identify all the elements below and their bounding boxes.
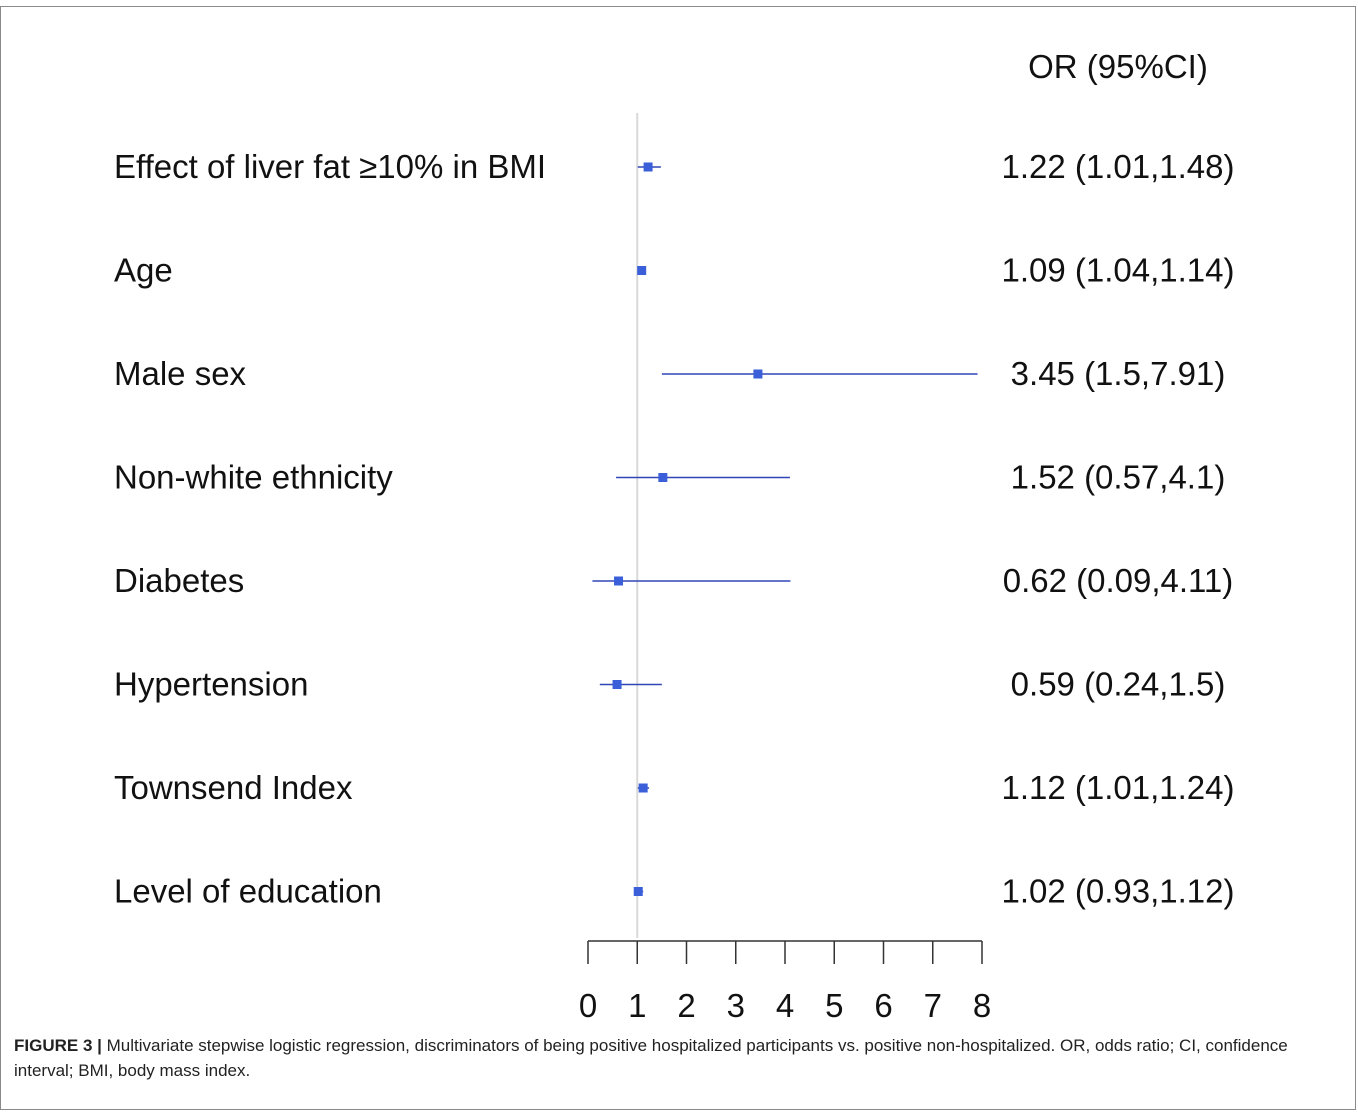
or-marker [637, 266, 647, 275]
x-tick-label: 6 [874, 987, 892, 1024]
figure-caption: FIGURE 3 | Multivariate stepwise logisti… [14, 1033, 1334, 1083]
figure-label: FIGURE 3 | [14, 1036, 102, 1055]
or-column-header: OR (95%CI) [1028, 48, 1208, 85]
forest-plot: OR (95%CI) Effect of liver fat ≥10% in B… [114, 48, 1235, 1024]
x-tick-label: 1 [628, 987, 646, 1024]
or-marker [658, 473, 668, 482]
row-label: Townsend Index [114, 769, 353, 806]
x-tick-label: 0 [579, 987, 597, 1024]
row-label: Effect of liver fat ≥10% in BMI [114, 148, 546, 185]
x-tick-label: 5 [825, 987, 843, 1024]
or-value: 0.62 (0.09,4.11) [1003, 562, 1234, 599]
or-marker [614, 576, 624, 586]
caption-text: Multivariate stepwise logistic regressio… [14, 1036, 1288, 1080]
or-marker [612, 680, 622, 689]
row-label: Diabetes [114, 562, 244, 599]
x-tick-label: 4 [776, 987, 794, 1024]
or-value: 1.22 (1.01,1.48) [1002, 148, 1235, 185]
or-marker [633, 887, 643, 896]
or-value: 3.45 (1.5,7.91) [1011, 355, 1226, 392]
row-label: Non-white ethnicity [114, 459, 393, 496]
x-tick-label: 8 [973, 987, 991, 1024]
x-tick-label: 7 [924, 987, 942, 1024]
or-value: 1.09 (1.04,1.14) [1002, 252, 1235, 289]
or-value: 0.59 (0.24,1.5) [1011, 666, 1226, 703]
or-value: 1.02 (0.93,1.12) [1002, 873, 1235, 910]
row-label: Male sex [114, 355, 247, 392]
or-value: 1.52 (0.57,4.1) [1011, 459, 1226, 496]
or-marker [638, 783, 648, 793]
row-label: Level of education [114, 873, 382, 910]
row-label: Hypertension [114, 666, 308, 703]
x-tick-label: 3 [727, 987, 745, 1024]
figure-frame [0, 6, 1356, 1110]
x-tick-label: 2 [677, 987, 695, 1024]
or-marker [643, 162, 653, 172]
row-label: Age [114, 252, 173, 289]
or-value: 1.12 (1.01,1.24) [1002, 769, 1235, 806]
or-marker [753, 369, 763, 379]
